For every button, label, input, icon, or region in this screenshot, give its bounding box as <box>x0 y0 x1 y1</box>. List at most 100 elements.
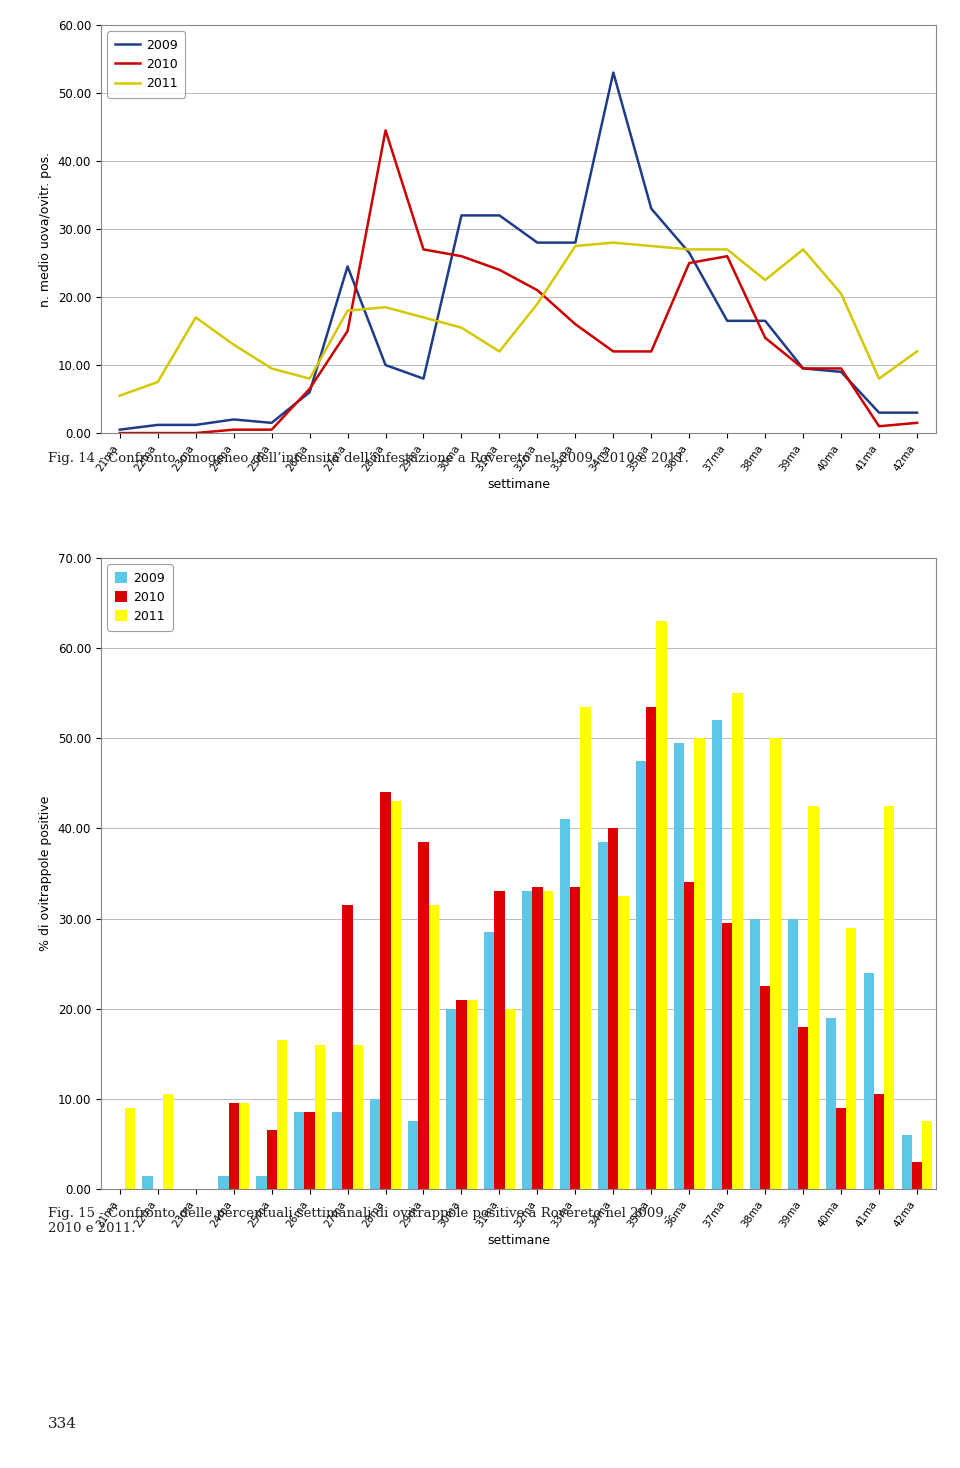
Bar <box>722 923 732 1189</box>
2009 <box>152 415 163 433</box>
Bar <box>674 743 684 1189</box>
2009 <box>759 313 771 330</box>
2009 <box>569 233 581 251</box>
Bar <box>788 919 798 1189</box>
Bar <box>142 1176 153 1189</box>
2010 <box>835 360 847 377</box>
2009 <box>228 411 239 429</box>
Bar <box>371 1100 380 1189</box>
2011 <box>342 302 353 320</box>
2011 <box>456 319 468 336</box>
Bar <box>456 1000 467 1189</box>
Bar <box>428 904 439 1189</box>
Bar <box>228 1104 239 1189</box>
2009 <box>190 415 202 433</box>
Bar <box>657 621 666 1189</box>
Text: 334: 334 <box>48 1417 77 1431</box>
2009 <box>493 207 505 225</box>
2011 <box>493 342 505 360</box>
Bar <box>343 904 352 1189</box>
2010 <box>418 241 429 258</box>
2010 <box>645 342 657 360</box>
2010 <box>911 414 923 432</box>
2011 <box>569 238 581 255</box>
2009 <box>645 200 657 217</box>
Text: Fig. 15 - Confronto delle percentuali settimanali di ovitrappole positive a Rove: Fig. 15 - Confronto delle percentuali se… <box>48 1207 668 1235</box>
Bar <box>694 738 705 1189</box>
2011 <box>645 238 657 255</box>
Bar <box>846 928 856 1189</box>
2011 <box>608 233 619 251</box>
2009 <box>608 63 619 81</box>
2010 <box>266 421 277 439</box>
2009 <box>114 421 126 439</box>
2009 <box>342 257 353 275</box>
2011 <box>798 241 809 258</box>
2011 <box>190 308 202 326</box>
Y-axis label: n. medio uova/ovitr. pos.: n. medio uova/ovitr. pos. <box>39 151 52 307</box>
Legend: 2009, 2010, 2011: 2009, 2010, 2011 <box>108 564 173 631</box>
2010 <box>722 248 733 266</box>
Bar <box>560 819 570 1189</box>
2011 <box>759 272 771 289</box>
2010 <box>152 424 163 442</box>
Bar <box>505 1009 515 1189</box>
Bar <box>467 1000 477 1189</box>
Bar <box>391 802 401 1189</box>
2010 <box>798 360 809 377</box>
Bar <box>276 1041 287 1189</box>
Bar <box>163 1095 173 1189</box>
2009 <box>418 370 429 388</box>
2009 <box>798 360 809 377</box>
2010 <box>342 323 353 341</box>
2010 <box>228 421 239 439</box>
2009 <box>532 233 543 251</box>
Bar <box>636 760 646 1189</box>
2010 <box>303 380 315 398</box>
Bar <box>901 1135 912 1189</box>
2011 <box>532 295 543 313</box>
Bar <box>522 891 532 1189</box>
2010 <box>190 424 202 442</box>
2010 <box>759 329 771 346</box>
2009 <box>911 404 923 421</box>
2011 <box>228 336 239 354</box>
Bar <box>711 721 722 1189</box>
2009 <box>684 244 695 261</box>
Bar <box>618 895 629 1189</box>
Bar <box>408 1122 419 1189</box>
Line: 2010: 2010 <box>120 131 917 433</box>
2009 <box>874 404 885 421</box>
Bar <box>315 1045 325 1189</box>
2011 <box>874 370 885 388</box>
Bar <box>798 1026 808 1189</box>
2009 <box>835 363 847 380</box>
Bar <box>332 1113 343 1189</box>
2011 <box>380 298 392 316</box>
2010 <box>874 417 885 435</box>
X-axis label: settimane: settimane <box>487 479 550 492</box>
Bar <box>732 693 743 1189</box>
Bar <box>581 706 590 1189</box>
2010 <box>684 254 695 272</box>
Bar <box>684 882 694 1189</box>
Bar <box>884 806 895 1189</box>
Line: 2011: 2011 <box>120 242 917 396</box>
2011 <box>266 360 277 377</box>
Bar <box>484 932 494 1189</box>
2010 <box>569 316 581 333</box>
2011 <box>835 285 847 302</box>
Legend: 2009, 2010, 2011: 2009, 2010, 2011 <box>108 31 185 98</box>
2010 <box>532 282 543 299</box>
Bar <box>770 738 780 1189</box>
2010 <box>493 261 505 279</box>
Bar <box>267 1130 276 1189</box>
Bar <box>446 1009 456 1189</box>
Bar <box>419 841 428 1189</box>
2009 <box>303 383 315 401</box>
2011 <box>722 241 733 258</box>
2011 <box>114 388 126 405</box>
2010 <box>608 342 619 360</box>
Bar <box>294 1113 304 1189</box>
Bar <box>352 1045 363 1189</box>
